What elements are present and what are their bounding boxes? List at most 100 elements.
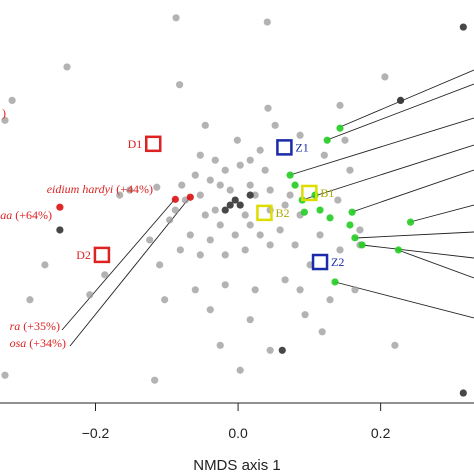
point bbox=[291, 181, 299, 189]
leader-line bbox=[289, 117, 474, 176]
point bbox=[172, 14, 180, 22]
point bbox=[116, 191, 124, 199]
point bbox=[211, 206, 219, 214]
centroid-label: D1 bbox=[128, 137, 143, 151]
point bbox=[266, 346, 274, 354]
point bbox=[176, 246, 184, 254]
point bbox=[336, 101, 344, 109]
point bbox=[101, 271, 109, 279]
point bbox=[351, 234, 359, 242]
point bbox=[318, 328, 326, 336]
point bbox=[153, 183, 161, 191]
point bbox=[221, 206, 229, 214]
leader-line bbox=[301, 144, 474, 201]
species-name: osa bbox=[10, 336, 27, 350]
point bbox=[348, 208, 356, 216]
species-label: ra (+35%) bbox=[10, 319, 60, 333]
species-change: (+64%) bbox=[15, 208, 52, 222]
point bbox=[63, 63, 71, 71]
point bbox=[281, 276, 289, 284]
point bbox=[261, 166, 269, 174]
point bbox=[331, 278, 339, 286]
leader-line bbox=[397, 249, 474, 279]
point bbox=[263, 18, 271, 26]
point bbox=[266, 186, 274, 194]
point bbox=[251, 191, 259, 199]
point bbox=[231, 231, 239, 239]
leader-line bbox=[61, 198, 176, 331]
point bbox=[326, 296, 334, 304]
species-name: ra bbox=[10, 319, 21, 333]
point bbox=[316, 206, 324, 214]
x-tick-label: 0.2 bbox=[371, 425, 391, 441]
point bbox=[286, 171, 294, 179]
species-change: (+34%) bbox=[29, 336, 66, 350]
point bbox=[264, 104, 272, 112]
point bbox=[246, 191, 254, 199]
point bbox=[1, 371, 9, 379]
point bbox=[246, 316, 254, 324]
point bbox=[201, 211, 209, 219]
point bbox=[236, 161, 244, 169]
centroid bbox=[93, 246, 111, 264]
point bbox=[326, 214, 334, 222]
point bbox=[396, 96, 405, 104]
species-label: ) bbox=[2, 106, 6, 120]
point bbox=[236, 201, 244, 209]
point bbox=[246, 221, 254, 229]
point bbox=[206, 306, 214, 314]
point bbox=[351, 286, 359, 294]
point bbox=[356, 226, 364, 234]
x-axis-label: NMDS axis 1 bbox=[193, 457, 281, 474]
species-name: eidium hardyi bbox=[47, 182, 114, 196]
species-change: (+44%) bbox=[116, 182, 153, 196]
point bbox=[191, 171, 199, 179]
point bbox=[286, 191, 294, 199]
point bbox=[221, 281, 229, 289]
point bbox=[300, 208, 308, 216]
leader-line bbox=[326, 83, 474, 141]
point bbox=[316, 231, 324, 239]
species-name: aa bbox=[0, 208, 12, 222]
leader-line bbox=[351, 169, 474, 213]
point bbox=[161, 296, 169, 304]
point bbox=[201, 121, 209, 129]
point bbox=[256, 146, 264, 154]
point bbox=[86, 291, 94, 299]
point bbox=[216, 221, 224, 229]
centroid bbox=[311, 253, 329, 271]
point bbox=[206, 236, 214, 244]
point bbox=[1, 116, 9, 124]
point bbox=[233, 136, 241, 144]
point bbox=[166, 216, 174, 224]
species-change: ) bbox=[2, 106, 6, 120]
point bbox=[26, 296, 34, 304]
point bbox=[56, 203, 64, 211]
point bbox=[301, 311, 309, 319]
point bbox=[156, 261, 164, 269]
point bbox=[381, 73, 389, 81]
centroid-label: B1 bbox=[320, 186, 334, 200]
point bbox=[8, 96, 16, 104]
species-label: eidium hardyi (+44%) bbox=[47, 182, 153, 196]
point bbox=[459, 23, 467, 31]
point bbox=[226, 186, 234, 194]
point bbox=[231, 196, 239, 204]
point bbox=[334, 196, 342, 204]
point bbox=[276, 226, 284, 234]
species-label: aa (+64%) bbox=[0, 208, 52, 222]
point bbox=[246, 156, 254, 164]
point bbox=[346, 166, 354, 174]
point bbox=[246, 181, 254, 189]
point bbox=[336, 124, 344, 132]
point bbox=[358, 241, 366, 249]
point bbox=[221, 166, 229, 174]
centroid-label: Z2 bbox=[331, 255, 344, 269]
point bbox=[346, 221, 354, 229]
point bbox=[341, 136, 349, 144]
centroid bbox=[144, 135, 162, 153]
point bbox=[394, 246, 403, 254]
leader-line bbox=[334, 281, 474, 319]
point bbox=[278, 346, 286, 354]
